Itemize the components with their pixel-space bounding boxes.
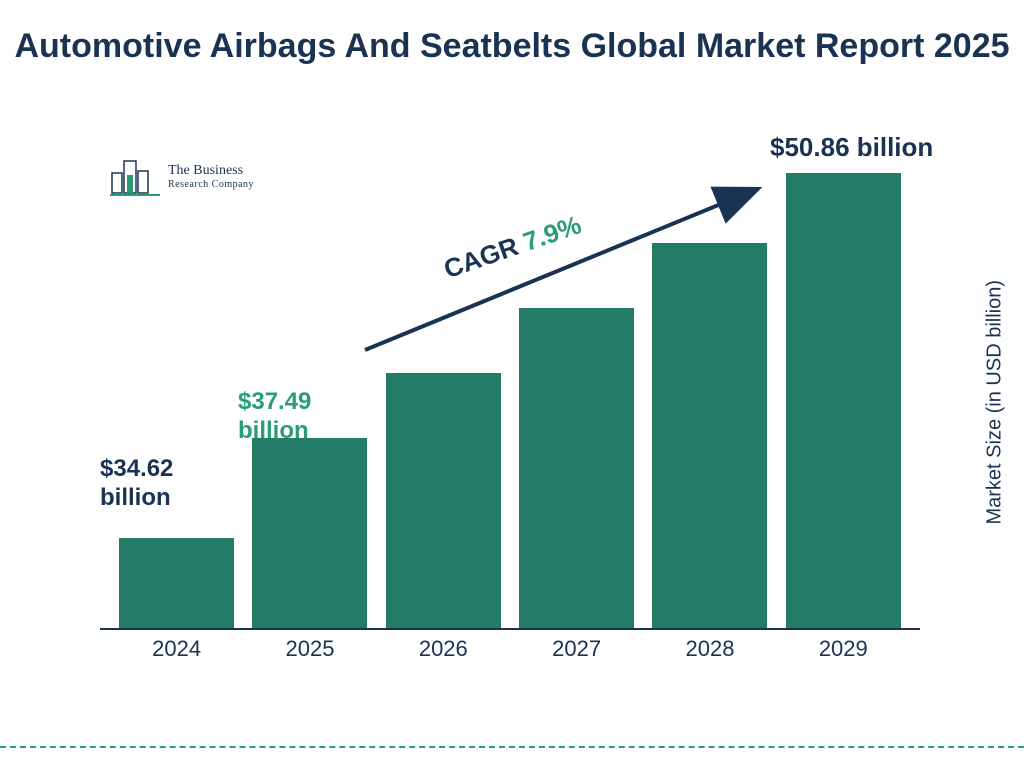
bar-2026 (386, 373, 501, 628)
y-axis-label: Market Size (in USD billion) (984, 280, 1007, 525)
x-tick-2026: 2026 (386, 630, 501, 670)
value-label-2025: $37.49 billion (238, 388, 358, 446)
bar-2024 (119, 538, 234, 628)
bar-rect-2029 (786, 173, 901, 628)
x-tick-2029: 2029 (786, 630, 901, 670)
bar-rect-2026 (386, 373, 501, 628)
bar-2029 (786, 173, 901, 628)
x-tick-2028: 2028 (652, 630, 767, 670)
value-label-2024: $34.62 billion (100, 455, 220, 513)
bar-rect-2024 (119, 538, 234, 628)
x-tick-2024: 2024 (119, 630, 234, 670)
bar-rect-2027 (519, 308, 634, 628)
value-label-2029: $50.86 billion (770, 132, 970, 163)
x-tick-2027: 2027 (519, 630, 634, 670)
bar-2027 (519, 308, 634, 628)
bar-chart: 2024 2025 2026 2027 2028 2029 (100, 150, 920, 670)
x-tick-2025: 2025 (252, 630, 367, 670)
bar-rect-2025 (252, 438, 367, 628)
chart-title: Automotive Airbags And Seatbelts Global … (0, 25, 1024, 68)
bar-rect-2028 (652, 243, 767, 628)
bar-2025 (252, 438, 367, 628)
footer-dashed-line (0, 746, 1024, 748)
bar-2028 (652, 243, 767, 628)
